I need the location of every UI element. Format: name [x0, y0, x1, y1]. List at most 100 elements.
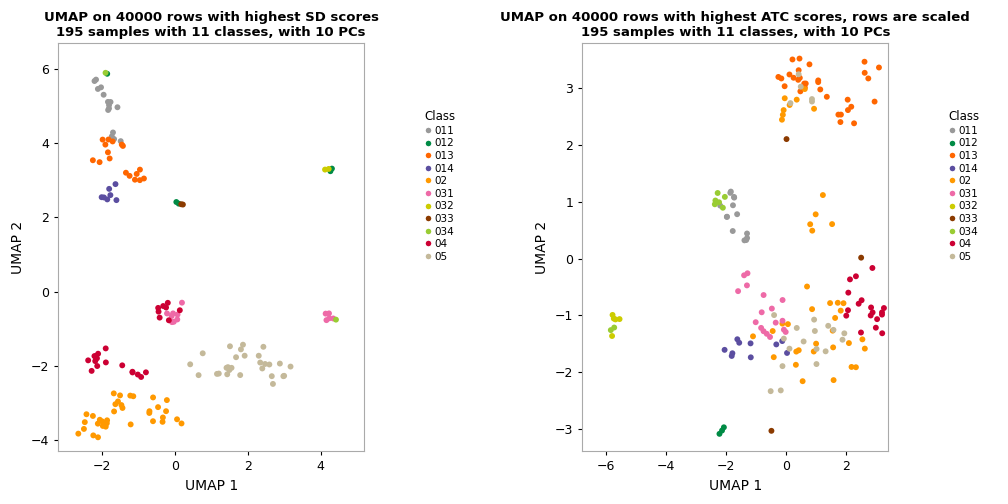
Point [151, 313, 167, 322]
Point [712, 202, 728, 210]
Point [237, 352, 253, 360]
Point [794, 377, 810, 385]
Point [759, 330, 775, 338]
Point [606, 314, 622, 323]
Point [113, 137, 129, 145]
Point [150, 304, 166, 312]
Point [806, 316, 823, 324]
Point [136, 174, 152, 182]
Point [282, 362, 298, 370]
Point [831, 110, 847, 118]
Point [839, 311, 855, 320]
Point [790, 66, 806, 74]
Point [112, 391, 128, 399]
Point [276, 372, 292, 380]
Point [730, 287, 746, 295]
Point [220, 363, 236, 371]
Point [321, 165, 337, 173]
Point [93, 83, 109, 91]
Point [840, 96, 856, 104]
Point [118, 169, 134, 177]
Point [77, 418, 93, 426]
Point [842, 275, 858, 283]
Point [822, 299, 838, 307]
Point [127, 176, 143, 184]
Point [781, 345, 797, 353]
Point [743, 339, 759, 347]
Point [108, 180, 124, 188]
Point [94, 193, 110, 201]
Point [87, 352, 103, 360]
Point [107, 400, 123, 408]
Point [818, 93, 835, 101]
Point [857, 345, 873, 353]
Point [857, 69, 873, 77]
Point [165, 318, 181, 326]
Point [159, 309, 175, 318]
Point [110, 103, 126, 111]
Point [123, 420, 139, 428]
Point [104, 133, 120, 141]
Point [174, 299, 191, 307]
Point [105, 129, 121, 137]
Point [848, 363, 864, 371]
Point [739, 229, 755, 237]
Point [736, 271, 752, 279]
Point [145, 394, 161, 402]
Point [740, 269, 756, 277]
Point [755, 327, 771, 335]
Point [833, 110, 849, 118]
Point [788, 348, 804, 356]
Point [777, 94, 793, 102]
Point [155, 302, 171, 310]
Point [804, 227, 821, 235]
Point [817, 347, 834, 355]
Point [863, 303, 879, 311]
Point [158, 407, 174, 415]
Point [868, 324, 884, 332]
Point [731, 339, 747, 347]
Point [165, 309, 181, 318]
Point [780, 320, 796, 328]
Point [326, 314, 342, 323]
Point [830, 299, 846, 307]
Point [98, 141, 114, 149]
Point [221, 366, 237, 374]
Point [774, 317, 790, 325]
Point [99, 196, 115, 204]
Point [99, 419, 115, 427]
Point [844, 363, 860, 371]
Point [195, 349, 211, 357]
Point [150, 403, 166, 411]
Point [106, 390, 122, 398]
Point [804, 95, 821, 103]
Point [96, 194, 112, 202]
Point [774, 116, 790, 124]
Point [806, 327, 823, 335]
Point [791, 74, 807, 82]
Point [790, 346, 806, 354]
Point [836, 299, 852, 307]
Point [708, 197, 724, 205]
Point [145, 417, 161, 425]
Y-axis label: UMAP 2: UMAP 2 [11, 221, 25, 274]
Point [765, 327, 781, 335]
Point [808, 345, 825, 353]
Point [115, 404, 131, 412]
Point [863, 311, 879, 320]
Point [132, 166, 148, 174]
Point [604, 332, 620, 340]
Point [92, 158, 108, 166]
Point [219, 370, 235, 379]
Point [174, 201, 191, 209]
Point [319, 316, 335, 324]
Point [261, 360, 277, 368]
Point [726, 194, 742, 202]
X-axis label: UMAP 1: UMAP 1 [709, 479, 762, 493]
Point [717, 346, 733, 354]
Point [854, 296, 870, 304]
Point [603, 326, 619, 334]
Point [251, 352, 267, 360]
Point [792, 83, 808, 91]
Point [324, 165, 340, 173]
